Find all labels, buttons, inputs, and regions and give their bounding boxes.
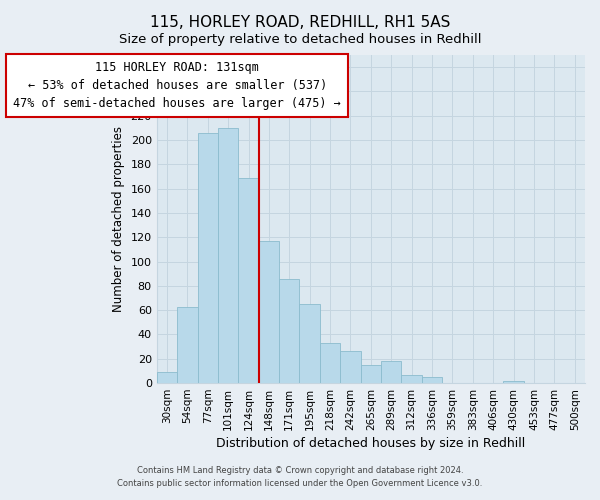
Bar (259, 241, 279, 383)
Bar (401, 374, 422, 383)
Bar (361, 365, 381, 383)
Text: Contains HM Land Registry data © Crown copyright and database right 2024.
Contai: Contains HM Land Registry data © Crown c… (118, 466, 482, 487)
Bar (299, 304, 320, 383)
Bar (279, 278, 299, 383)
Text: Size of property relative to detached houses in Redhill: Size of property relative to detached ho… (119, 32, 481, 46)
Bar (381, 361, 401, 383)
Y-axis label: Number of detached properties: Number of detached properties (112, 126, 125, 312)
Bar (503, 380, 524, 383)
Bar (340, 352, 361, 383)
Bar (177, 306, 197, 383)
Bar (197, 133, 218, 383)
Bar (320, 343, 340, 383)
Text: 115 HORLEY ROAD: 131sqm
← 53% of detached houses are smaller (537)
47% of semi-d: 115 HORLEY ROAD: 131sqm ← 53% of detache… (13, 61, 341, 110)
Bar (422, 377, 442, 383)
Bar (238, 178, 259, 383)
Bar (157, 372, 177, 383)
Text: 115, HORLEY ROAD, REDHILL, RH1 5AS: 115, HORLEY ROAD, REDHILL, RH1 5AS (150, 15, 450, 30)
Bar (218, 128, 238, 383)
X-axis label: Distribution of detached houses by size in Redhill: Distribution of detached houses by size … (216, 437, 526, 450)
